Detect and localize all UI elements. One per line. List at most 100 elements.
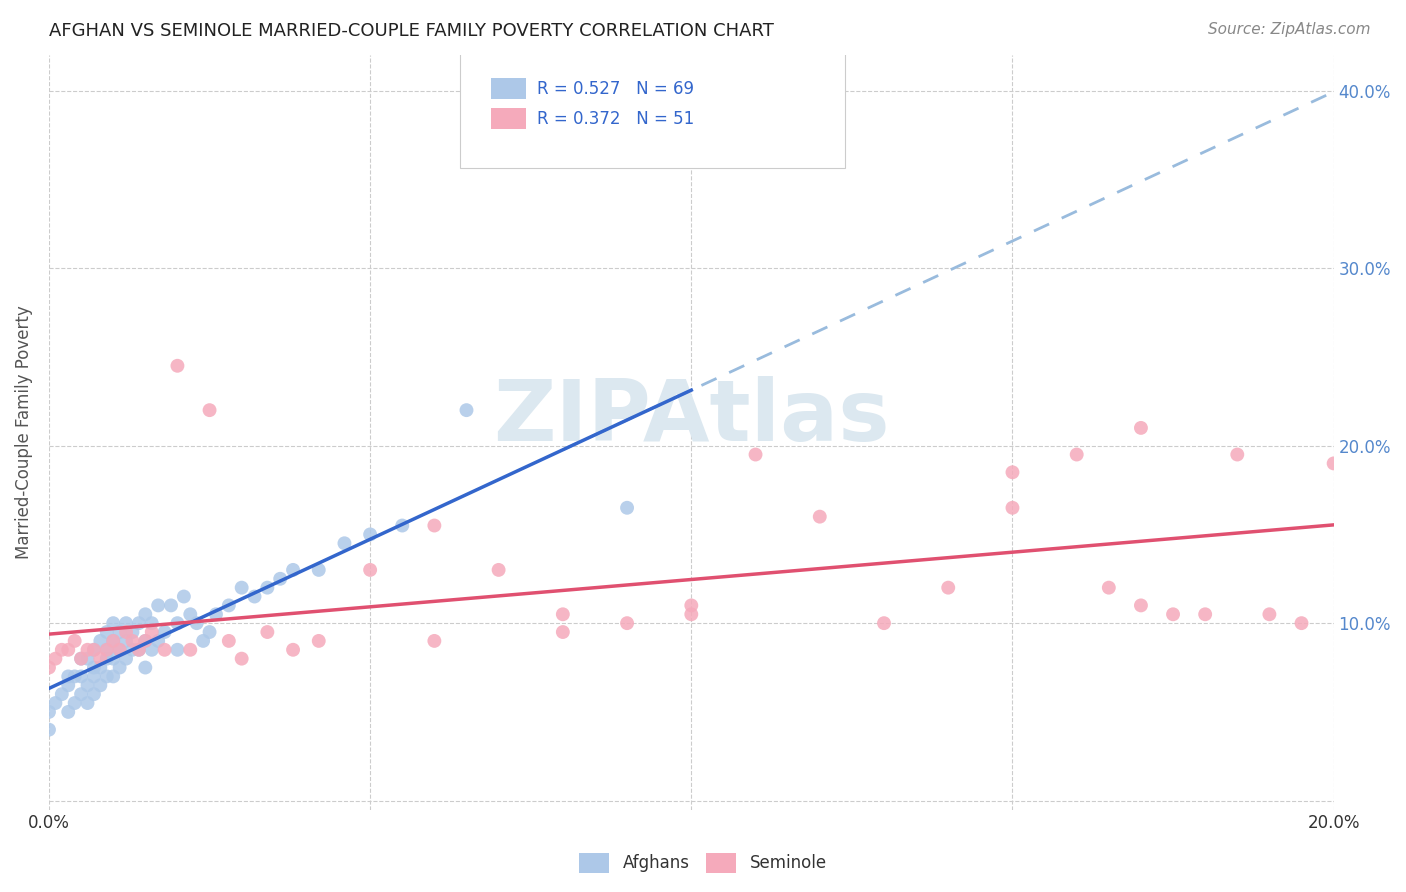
Point xyxy=(128,616,150,631)
Point xyxy=(1098,581,1121,595)
Point xyxy=(103,634,125,648)
Point xyxy=(134,634,156,648)
Point xyxy=(936,581,959,595)
Point xyxy=(58,705,80,719)
Point xyxy=(153,642,176,657)
Point xyxy=(218,634,240,648)
Point xyxy=(103,634,125,648)
Point xyxy=(38,660,60,674)
Point xyxy=(83,642,105,657)
Point xyxy=(70,651,93,665)
Point xyxy=(488,563,510,577)
Y-axis label: Married-Couple Family Poverty: Married-Couple Family Poverty xyxy=(15,305,32,559)
Point xyxy=(1066,448,1088,462)
Point xyxy=(115,634,138,648)
Point xyxy=(1323,457,1346,471)
Point xyxy=(391,518,413,533)
Point xyxy=(96,625,118,640)
Point xyxy=(134,607,156,622)
Point xyxy=(96,642,118,657)
Point xyxy=(205,607,228,622)
Point xyxy=(89,678,111,692)
Point xyxy=(744,448,766,462)
Point xyxy=(616,616,638,631)
Point xyxy=(243,590,266,604)
Point xyxy=(160,599,183,613)
Point xyxy=(681,607,703,622)
Point xyxy=(1161,607,1184,622)
Point xyxy=(166,642,188,657)
Point xyxy=(1258,607,1281,622)
Point xyxy=(83,660,105,674)
Point xyxy=(89,634,111,648)
Point xyxy=(83,687,105,701)
Point xyxy=(115,616,138,631)
Point xyxy=(63,696,86,710)
Point xyxy=(103,669,125,683)
Point xyxy=(103,651,125,665)
Point xyxy=(231,581,253,595)
Point xyxy=(873,616,896,631)
Point xyxy=(70,669,93,683)
Point xyxy=(1129,599,1152,613)
Point xyxy=(179,642,201,657)
Point xyxy=(423,518,446,533)
Point xyxy=(141,642,163,657)
Point xyxy=(681,599,703,613)
Point xyxy=(108,642,131,657)
Point xyxy=(44,651,66,665)
Point xyxy=(1291,616,1313,631)
Point xyxy=(76,696,98,710)
Point xyxy=(281,563,304,577)
Point xyxy=(128,642,150,657)
Point xyxy=(108,642,131,657)
Point xyxy=(166,616,188,631)
Point xyxy=(121,642,143,657)
Point xyxy=(115,651,138,665)
Point xyxy=(456,403,478,417)
Legend: Afghans, Seminole: Afghans, Seminole xyxy=(572,847,834,880)
Point xyxy=(51,687,73,701)
Point xyxy=(359,527,381,541)
Point xyxy=(146,599,169,613)
Point xyxy=(281,642,304,657)
Point xyxy=(44,696,66,710)
Point xyxy=(83,669,105,683)
Point xyxy=(76,642,98,657)
FancyBboxPatch shape xyxy=(491,108,526,129)
Point xyxy=(83,642,105,657)
Point xyxy=(179,607,201,622)
Point xyxy=(173,590,195,604)
FancyBboxPatch shape xyxy=(460,47,845,169)
Point xyxy=(38,705,60,719)
Text: AFGHAN VS SEMINOLE MARRIED-COUPLE FAMILY POVERTY CORRELATION CHART: AFGHAN VS SEMINOLE MARRIED-COUPLE FAMILY… xyxy=(49,22,775,40)
Point xyxy=(141,625,163,640)
Point xyxy=(96,642,118,657)
Point xyxy=(108,660,131,674)
FancyBboxPatch shape xyxy=(491,78,526,99)
Text: ZIPAtlas: ZIPAtlas xyxy=(494,376,890,458)
Point xyxy=(63,669,86,683)
Point xyxy=(166,359,188,373)
Point xyxy=(256,581,278,595)
Point xyxy=(1194,607,1216,622)
Point xyxy=(808,509,831,524)
Point xyxy=(198,403,221,417)
Point xyxy=(551,607,574,622)
Point xyxy=(146,634,169,648)
Point xyxy=(1001,500,1024,515)
Point xyxy=(333,536,356,550)
Point xyxy=(423,634,446,648)
Point xyxy=(218,599,240,613)
Point xyxy=(76,651,98,665)
Point xyxy=(51,642,73,657)
Text: R = 0.527   N = 69: R = 0.527 N = 69 xyxy=(537,80,695,98)
Point xyxy=(128,642,150,657)
Point xyxy=(359,563,381,577)
Point xyxy=(134,634,156,648)
Point xyxy=(551,625,574,640)
Point xyxy=(89,651,111,665)
Point xyxy=(115,625,138,640)
Point xyxy=(70,651,93,665)
Point xyxy=(1226,448,1249,462)
